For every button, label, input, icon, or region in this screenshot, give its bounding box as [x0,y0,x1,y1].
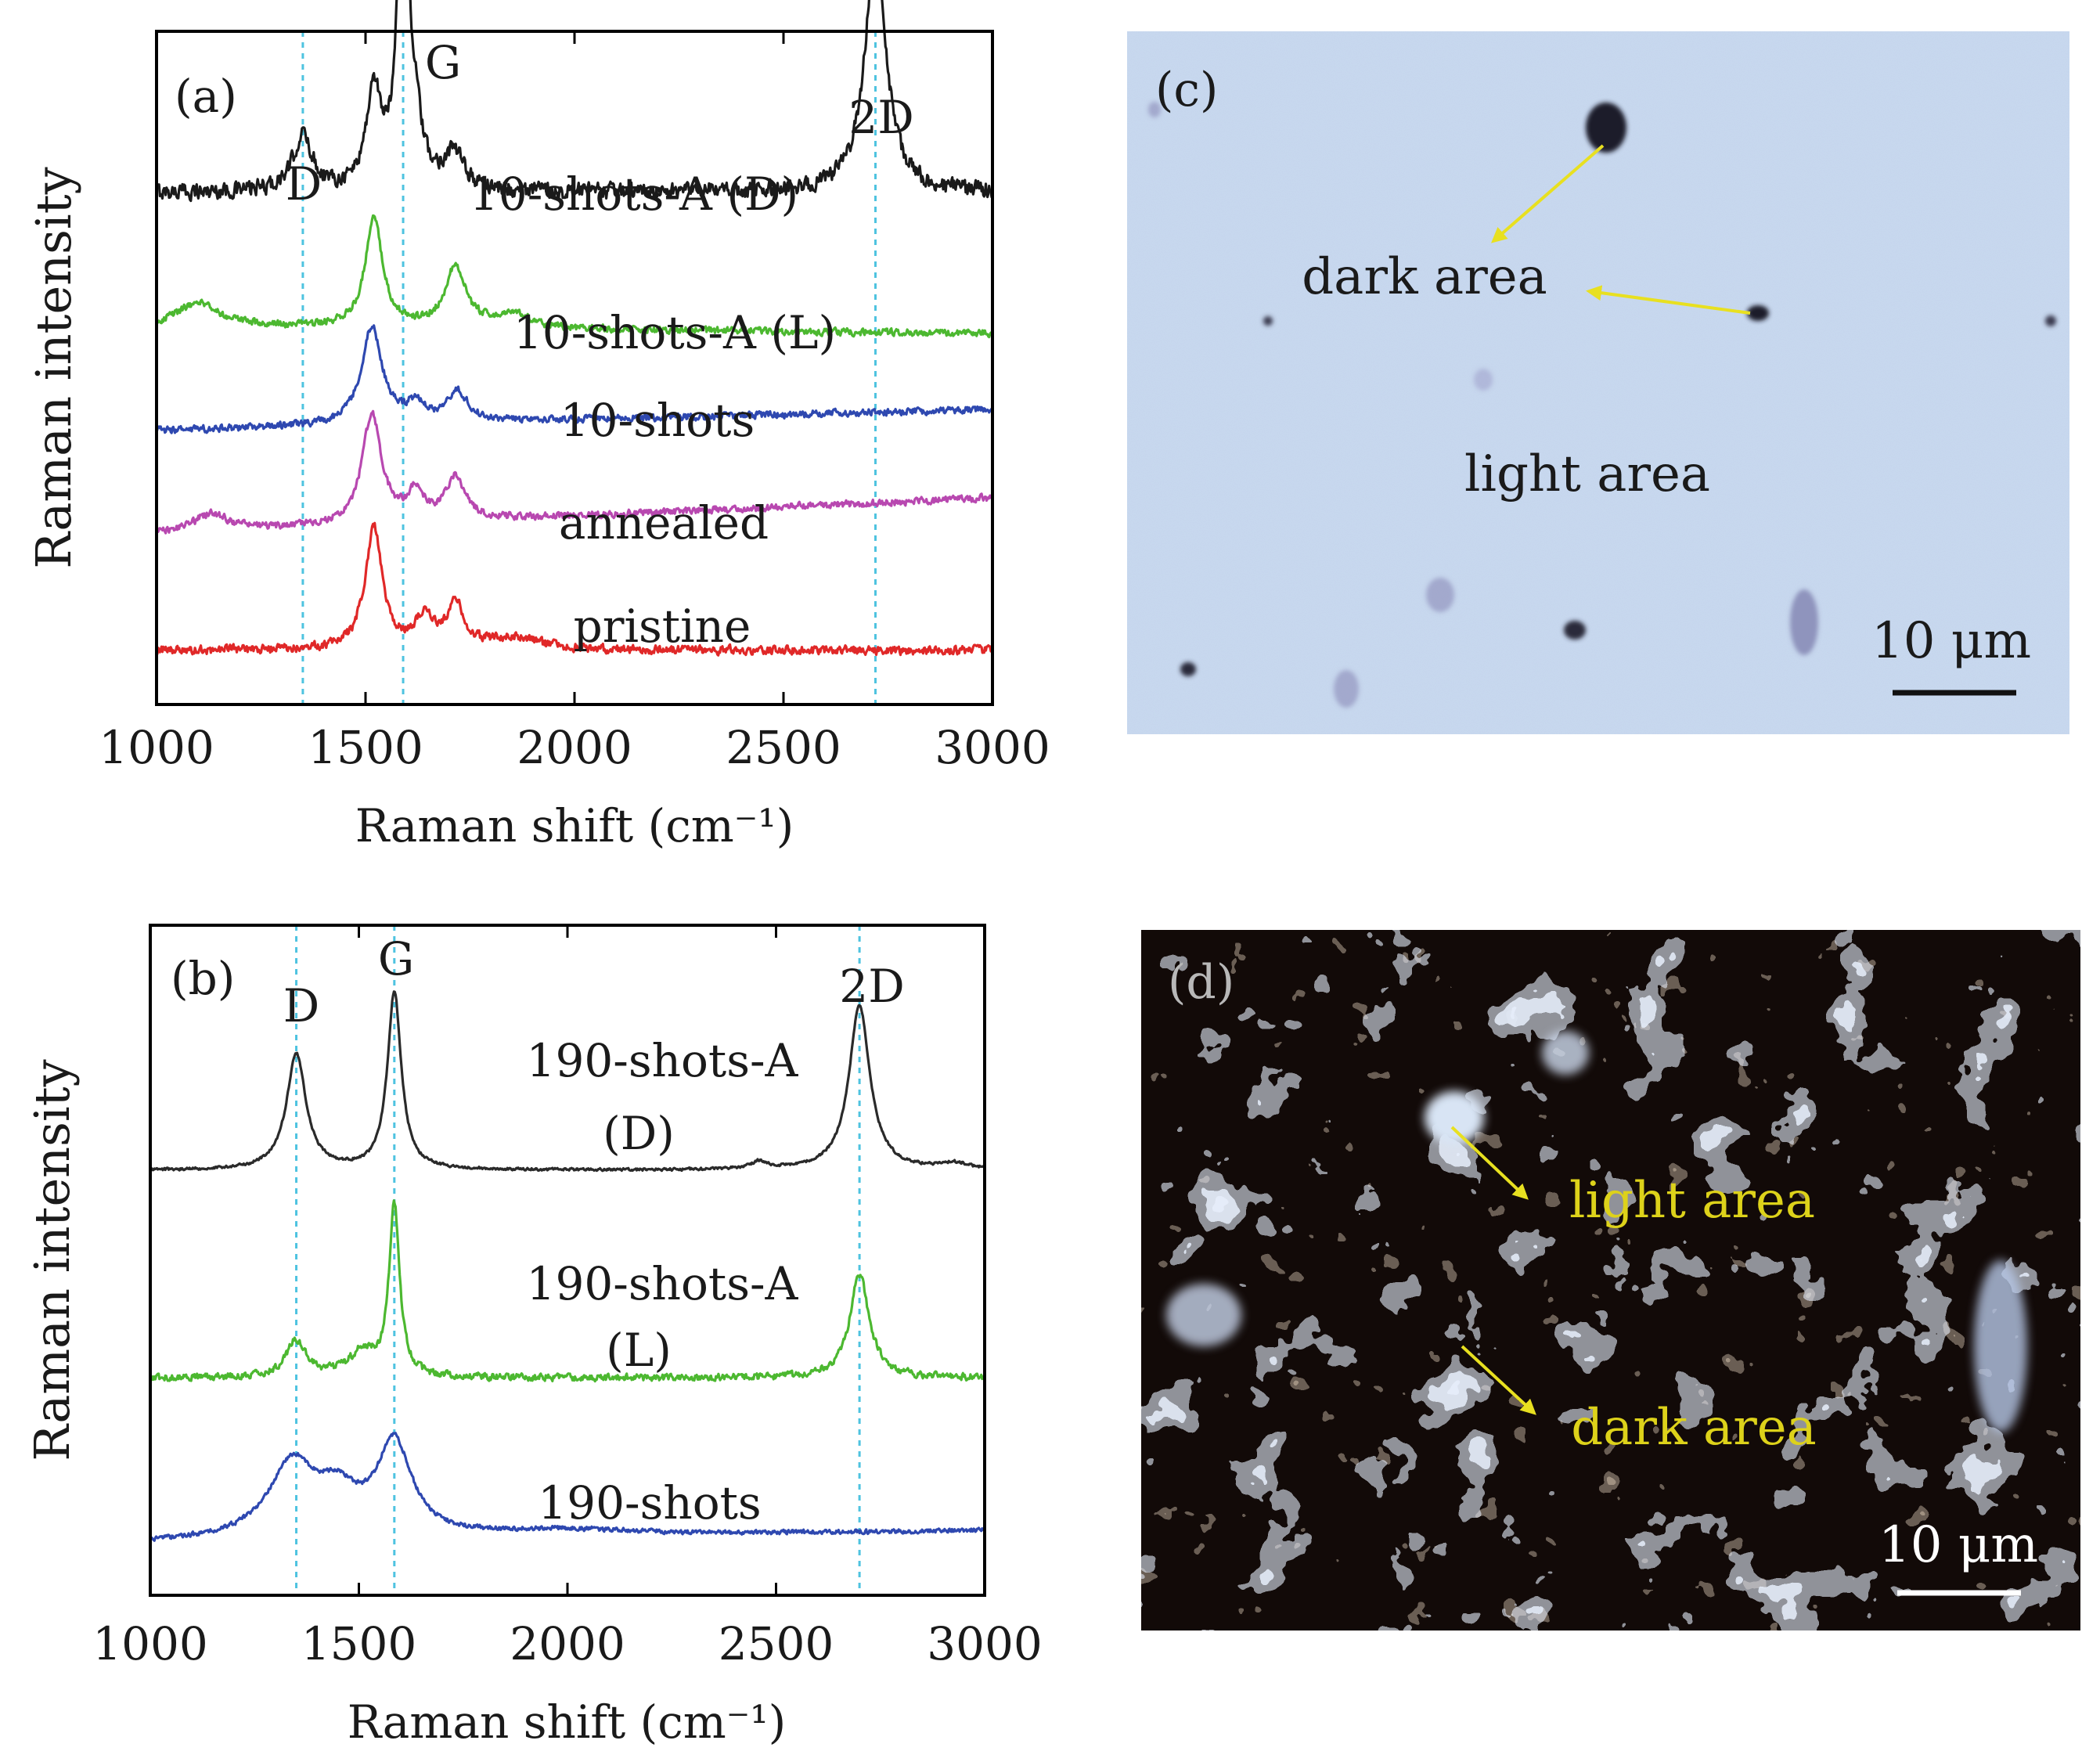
series-line [156,521,994,657]
series-line [155,409,993,535]
scale-bar-label-d: 10 μm [1878,1516,2038,1574]
series-label: 190-shots-A [527,1257,799,1310]
peak-label-G-b: G [378,932,414,985]
series-label: 10-shots-A (L) [513,306,836,359]
x-tick-label: 1500 [301,1617,417,1670]
x-tick-label: 3000 [935,721,1050,774]
x-tick-label: 3000 [927,1617,1043,1670]
series-line [155,324,994,434]
series-label: annealed [559,496,769,549]
series-label: 190-shots [538,1476,761,1530]
peak-label-2D-a: 2D [848,91,913,144]
x-ticks-b: 1000 1500 2000 2500 3000 [92,925,1043,1670]
panel-label-b: (b) [171,952,235,1005]
annotation-arrow [1461,1345,1536,1415]
series-label-line2: (L) [606,1324,672,1377]
annotation-arrow [1586,285,1751,315]
peak-label-D-a: D [286,157,322,211]
panel-label-c: (c) [1155,63,1218,117]
annotation-dark-area-d: dark area [1571,1399,1817,1457]
series-line [149,990,985,1173]
series-line [149,1199,986,1383]
peak-guides-a [301,31,877,704]
x-axis-label-a: Raman shift (cm⁻¹) [355,799,794,852]
series-label: 190-shots-A [527,1034,799,1087]
light-patches-d [1166,1031,2027,1432]
x-ticks-a: 1000 1500 2000 2500 3000 [99,31,1050,774]
x-tick-label: 1500 [308,721,423,774]
x-tick-label: 2500 [726,721,841,774]
series-group-b [149,990,986,1542]
chart-panel-b: 1000 1500 2000 2500 3000 (b) D G 2D 190-shot… [23,924,1043,1749]
panel-label-a: (a) [175,70,237,123]
annotation-arrow [1490,144,1605,243]
series-group-a [155,0,994,657]
x-tick-label: 2500 [719,1617,834,1670]
micrograph-panel-c: (c) dark area light area 10 μm [1127,31,2069,734]
series-line [155,0,994,203]
annotation-dark-area-c: dark area [1302,248,1547,306]
series-label-line2: (D) [603,1107,675,1160]
annotation-light-area-c: light area [1464,445,1710,503]
y-axis-label-b: Raman intensity [23,1059,81,1461]
peak-label-2D-b: 2D [839,960,904,1013]
series-label: pristine [574,600,751,653]
x-axis-label-b: Raman shift (cm⁻¹) [348,1695,786,1749]
series-label: 10-shots [560,394,755,447]
series-line [149,1432,986,1542]
series-label: 10-shots-A (D) [470,168,798,221]
scale-bar-label-c: 10 μm [1871,612,2031,670]
x-tick-label: 2000 [517,721,632,774]
x-tick-label: 1000 [99,721,214,774]
dark-spots-c [1148,102,2056,708]
series-line [155,214,994,339]
micrograph-texture-d-light [1141,930,2080,1630]
annotation-arrow [1450,1126,1529,1200]
chart-panel-a: 1000 1500 2000 2500 3000 (a) D G 2D 10-shots… [25,0,1050,852]
x-tick-label: 2000 [510,1617,625,1670]
peak-label-D-b: D [283,979,320,1032]
x-tick-label: 1000 [92,1617,208,1670]
peak-label-G-a: G [425,36,461,89]
y-axis-label-a: Raman intensity [25,167,82,568]
panel-label-d: (d) [1168,955,1234,1010]
annotation-light-area-d: light area [1569,1172,1815,1230]
peak-guides-b [295,925,861,1595]
micrograph-panel-d: (d) light area dark area 10 μm [1141,930,2080,1630]
